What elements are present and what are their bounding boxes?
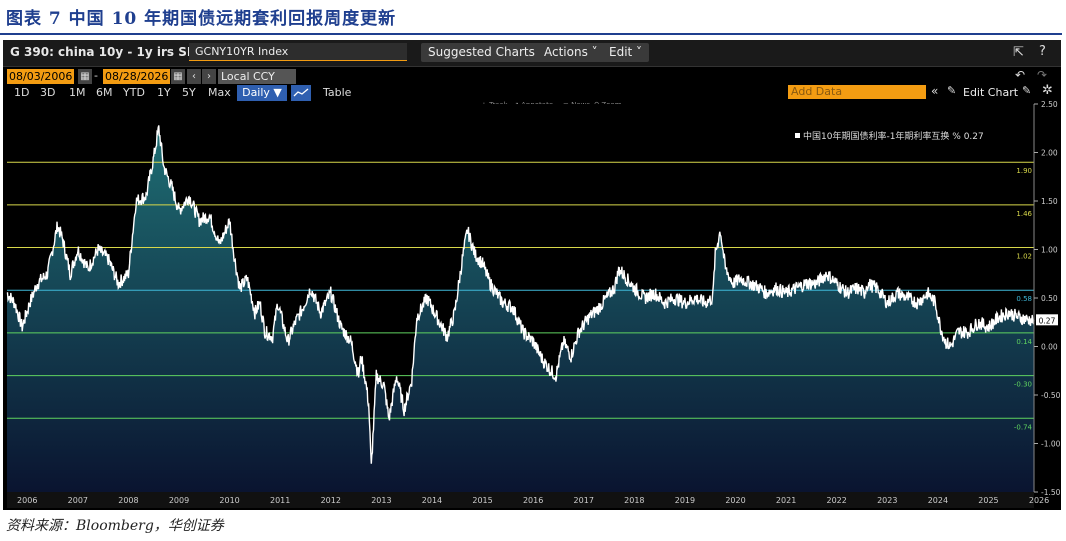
ticker-field[interactable]: GCNY10YR Index: [189, 43, 407, 61]
x-tick-label-19: 2025: [978, 496, 998, 505]
x-tick-label-1: 2007: [68, 496, 88, 505]
redo-icon[interactable]: ↷: [1037, 68, 1048, 82]
x-tick-label-8: 2014: [422, 496, 442, 505]
range-button-5y[interactable]: 5Y: [182, 86, 196, 99]
frequency-select[interactable]: Daily ▼: [237, 85, 287, 101]
function-title: G 390: china 10y - 1y irs SD: [10, 45, 197, 59]
y-tick-label-4: 0.50: [1041, 294, 1058, 303]
series-line: [6, 125, 1035, 464]
last-value-label: 0.27: [1039, 316, 1056, 325]
reference-label-3: 0.58: [1016, 295, 1032, 303]
last-value-tag: [1036, 314, 1058, 326]
x-tick-label-3: 2009: [169, 496, 189, 505]
x-tick-label-4: 2010: [219, 496, 239, 505]
collapse-icon[interactable]: «: [931, 84, 939, 98]
calendar-icon[interactable]: ▦: [78, 69, 92, 84]
date-bar: 08/03/2006 ▦ - 08/28/2026 ▦ ‹ › Local CC…: [3, 68, 1061, 85]
range-button-ytd[interactable]: YTD: [123, 86, 145, 99]
y-tick-label-5: 0.00: [1041, 343, 1058, 352]
end-date-input[interactable]: 08/28/2026: [103, 69, 171, 84]
y-tick-label-0: 2.50: [1041, 100, 1058, 109]
range-button-max[interactable]: Max: [208, 86, 231, 99]
y-tick-label-8: -1.50: [1041, 488, 1061, 497]
x-tick-label-13: 2019: [675, 496, 695, 505]
start-date-input[interactable]: 08/03/2006: [7, 69, 75, 84]
x-tick-label-20: 2026: [1029, 496, 1049, 505]
range-button-1m[interactable]: 1M: [69, 86, 86, 99]
range-button-1d[interactable]: 1D: [14, 86, 30, 99]
y-tick-label-1: 2.00: [1041, 149, 1058, 158]
edit-chart-button[interactable]: Edit Chart: [963, 86, 1019, 99]
y-tick-label-6: -0.50: [1041, 391, 1061, 400]
suggested-charts-button[interactable]: Suggested Charts ˅: [421, 43, 552, 62]
source-note: 资料来源：Bloomberg，华创证券: [6, 518, 224, 534]
range-button-6m[interactable]: 6M: [96, 86, 113, 99]
y-tick-label-7: -1.00: [1041, 440, 1061, 449]
figure-caption: 图表 7 中国 10 年期国债远期套利回报周度更新: [6, 9, 397, 29]
range-button-3d[interactable]: 3D: [40, 86, 56, 99]
currency-select[interactable]: Local CCY: [218, 69, 296, 84]
undo-icon[interactable]: ↶: [1015, 68, 1026, 82]
next-arrow-icon[interactable]: ›: [202, 69, 216, 84]
reference-label-1: 1.46: [1016, 210, 1032, 218]
reference-label-5: -0.30: [1014, 381, 1032, 389]
x-tick-label-10: 2016: [523, 496, 543, 505]
legend-label: 中国10年期国债利率-1年期利率互换 % 0.27: [803, 130, 984, 142]
line-chart-icon[interactable]: [291, 85, 311, 101]
chart-plot: 1.90 1.46 1.02 0.58 0.14 -0.30 -0.74 2.50 2.00 1.…: [6, 100, 1061, 508]
reference-label-4: 0.14: [1016, 338, 1032, 346]
series-area: [7, 125, 1034, 493]
x-tick-label-7: 2013: [371, 496, 391, 505]
x-tick-label-18: 2024: [928, 496, 948, 505]
prev-arrow-icon[interactable]: ‹: [187, 69, 201, 84]
edit-icon[interactable]: ✎: [1022, 84, 1032, 97]
legend-swatch: [795, 133, 800, 138]
x-tick-label-0: 2006: [17, 496, 37, 505]
x-tick-label-11: 2017: [574, 496, 594, 505]
help-icon[interactable]: ?: [1039, 44, 1046, 59]
bloomberg-terminal: G 390: china 10y - 1y irs SD GCNY10YR In…: [3, 40, 1061, 510]
y-tick-label-2: 1.50: [1041, 197, 1058, 206]
x-tick-label-6: 2012: [321, 496, 341, 505]
actions-button[interactable]: Actions ˅: [537, 43, 605, 62]
x-tick-label-12: 2018: [624, 496, 644, 505]
calendar-icon[interactable]: ▦: [171, 69, 185, 84]
x-axis-band: [7, 492, 1034, 508]
x-tick-label-9: 2015: [472, 496, 492, 505]
pencil-icon: ✎: [947, 84, 957, 97]
reference-label-2: 1.02: [1016, 253, 1032, 261]
reference-label-6: -0.74: [1014, 423, 1033, 431]
edit-button[interactable]: Edit ˅: [602, 43, 650, 62]
x-tick-label-14: 2020: [725, 496, 745, 505]
export-icon[interactable]: ⇱: [1013, 45, 1024, 60]
range-button-1y[interactable]: 1Y: [157, 86, 171, 99]
range-bar: Daily ▼ Table Add Data « ✎ Edit Chart ✎ …: [3, 83, 1061, 101]
x-tick-label-2: 2008: [118, 496, 138, 505]
add-data-input[interactable]: Add Data: [788, 85, 926, 99]
date-separator: -: [94, 69, 98, 82]
title-bar: G 390: china 10y - 1y irs SD GCNY10YR In…: [3, 40, 1061, 67]
table-toggle[interactable]: Table: [323, 86, 352, 99]
x-tick-label-16: 2022: [827, 496, 847, 505]
caption-rule: [0, 33, 1062, 35]
x-tick-label-15: 2021: [776, 496, 796, 505]
y-tick-label-3: 1.00: [1041, 246, 1058, 255]
x-tick-label-17: 2023: [877, 496, 897, 505]
x-tick-label-5: 2011: [270, 496, 290, 505]
reference-label-0: 1.90: [1016, 167, 1032, 175]
settings-gear-icon[interactable]: ✲: [1042, 83, 1053, 98]
